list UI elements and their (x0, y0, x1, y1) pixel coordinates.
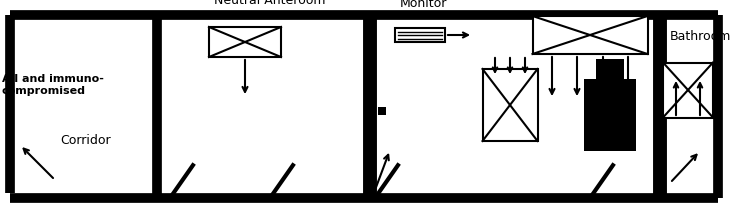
Bar (378, 107, 386, 115)
Text: Bathroom: Bathroom (670, 30, 731, 43)
Bar (209, 27, 281, 57)
Bar (395, 28, 445, 42)
Text: Monitor: Monitor (400, 0, 447, 10)
Bar (482, 69, 538, 141)
Bar (532, 16, 647, 54)
Text: Neutral Anteroom: Neutral Anteroom (214, 0, 326, 7)
Text: Corridor: Corridor (60, 134, 111, 147)
Bar (584, 79, 636, 151)
Bar (663, 62, 713, 117)
Text: All and immuno-
compromised: All and immuno- compromised (2, 74, 104, 96)
Bar (596, 59, 624, 79)
